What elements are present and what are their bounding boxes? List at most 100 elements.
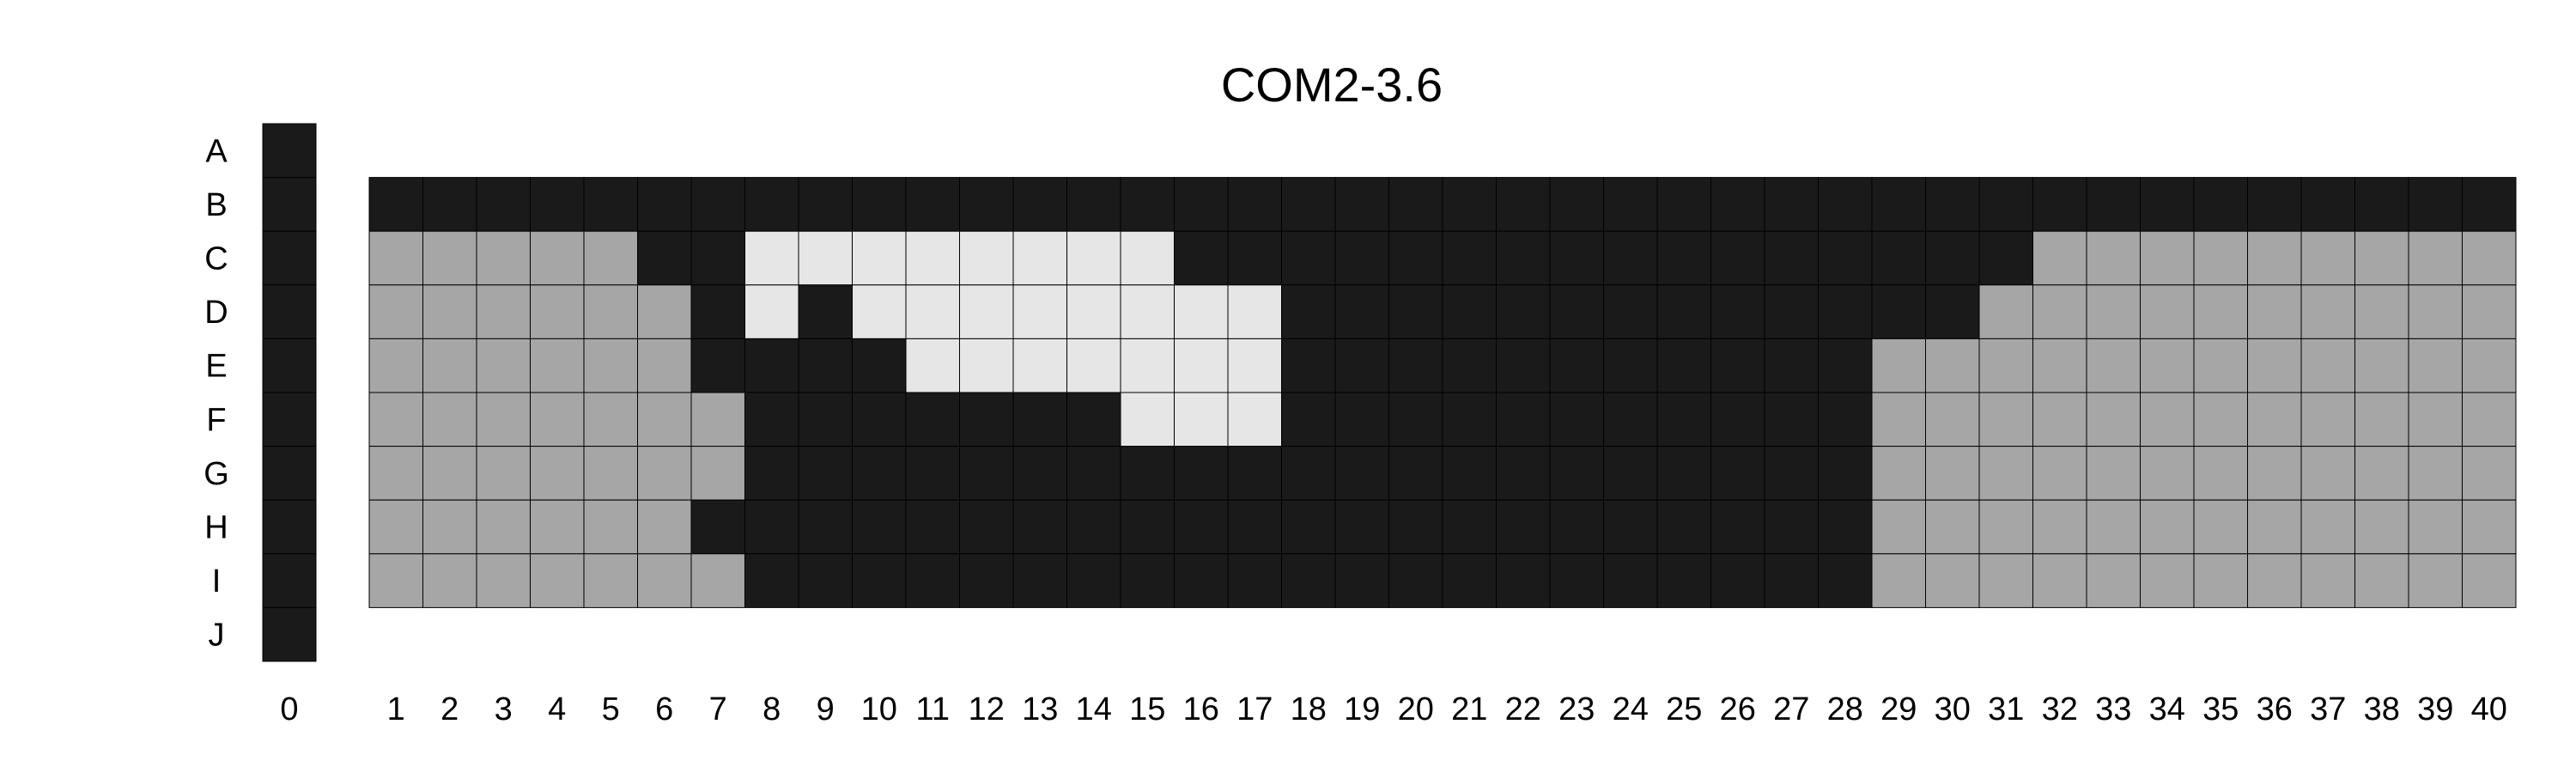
column-label-39: 39 (2417, 691, 2453, 727)
cell-I-4 (530, 553, 585, 608)
column-label-15: 15 (1129, 691, 1165, 727)
cell-C-1 (368, 230, 423, 286)
cell-E-8 (744, 338, 799, 393)
cell-E-25 (1656, 338, 1711, 393)
cell-G-4 (530, 446, 585, 501)
cell-E-5 (583, 338, 638, 393)
cell-I-6 (637, 553, 692, 608)
column-label-3: 3 (495, 691, 513, 727)
cell-D-39 (2408, 284, 2463, 339)
cell-I-34 (2140, 553, 2195, 608)
cell-D-6 (637, 284, 692, 339)
cell-C-6 (637, 230, 692, 286)
cell-E-23 (1549, 338, 1604, 393)
cell-G-37 (2300, 446, 2355, 501)
cell-C-28 (1818, 230, 1873, 286)
column-label-33: 33 (2095, 691, 2131, 727)
cell-D-25 (1656, 284, 1711, 339)
cell-C-3 (476, 230, 531, 286)
cell-B-31 (1978, 177, 2033, 232)
cell-G-14 (1066, 446, 1121, 501)
cell-G-39 (2408, 446, 2463, 501)
cell-H-8 (744, 499, 799, 555)
cell-E-38 (2354, 338, 2409, 393)
cell-H-1 (368, 499, 423, 555)
column-label-25: 25 (1666, 691, 1702, 727)
cell-D-36 (2247, 284, 2302, 339)
column-label-5: 5 (602, 691, 620, 727)
cell-B-29 (1871, 177, 1926, 232)
cell-G-2 (422, 446, 477, 501)
cell-I-29 (1871, 553, 1926, 608)
cell-G-23 (1549, 446, 1604, 501)
cell-F-27 (1764, 392, 1819, 447)
row-label-G: G (204, 456, 229, 492)
row-label-I: I (212, 563, 222, 600)
cell-D-9 (798, 284, 853, 339)
cell-D-37 (2300, 284, 2355, 339)
cell-C-32 (2032, 230, 2087, 286)
cell-G-0 (262, 446, 317, 501)
cell-I-14 (1066, 553, 1121, 608)
cell-C-9 (798, 230, 853, 286)
cell-D-24 (1603, 284, 1658, 339)
cell-H-12 (959, 499, 1014, 555)
cell-D-16 (1174, 284, 1229, 339)
row-label-H: H (204, 510, 228, 546)
cell-E-31 (1978, 338, 2033, 393)
column-label-21: 21 (1451, 691, 1487, 727)
column-label-30: 30 (1935, 691, 1971, 727)
cell-B-25 (1656, 177, 1711, 232)
cell-G-35 (2193, 446, 2248, 501)
cell-I-32 (2032, 553, 2087, 608)
cell-E-22 (1496, 338, 1551, 393)
cell-C-7 (690, 230, 745, 286)
cell-C-31 (1978, 230, 2033, 286)
cell-C-2 (422, 230, 477, 286)
cell-C-26 (1710, 230, 1765, 286)
cell-F-11 (905, 392, 960, 447)
cell-B-22 (1496, 177, 1551, 232)
column-label-18: 18 (1291, 691, 1327, 727)
cell-C-5 (583, 230, 638, 286)
cell-I-35 (2193, 553, 2248, 608)
cell-G-32 (2032, 446, 2087, 501)
cell-B-36 (2247, 177, 2302, 232)
cell-B-24 (1603, 177, 1658, 232)
cell-F-28 (1818, 392, 1873, 447)
row-label-J: J (209, 618, 225, 654)
cell-H-2 (422, 499, 477, 555)
cell-G-40 (2462, 446, 2517, 501)
cell-D-23 (1549, 284, 1604, 339)
column-label-28: 28 (1827, 691, 1863, 727)
cell-H-25 (1656, 499, 1711, 555)
cell-G-16 (1174, 446, 1229, 501)
cell-B-32 (2032, 177, 2087, 232)
cell-C-21 (1442, 230, 1497, 286)
cell-F-33 (2086, 392, 2141, 447)
cell-G-38 (2354, 446, 2409, 501)
cell-E-26 (1710, 338, 1765, 393)
cell-E-4 (530, 338, 585, 393)
cell-J-0 (262, 606, 317, 662)
cell-F-22 (1496, 392, 1551, 447)
cell-B-21 (1442, 177, 1497, 232)
cell-G-30 (1925, 446, 1980, 501)
cell-G-12 (959, 446, 1014, 501)
cell-B-8 (744, 177, 799, 232)
cell-G-31 (1978, 446, 2033, 501)
cell-I-17 (1227, 553, 1282, 608)
cell-D-28 (1818, 284, 1873, 339)
cell-H-33 (2086, 499, 2141, 555)
cell-F-20 (1388, 392, 1443, 447)
cell-D-31 (1978, 284, 2033, 339)
cell-F-37 (2300, 392, 2355, 447)
column-label-37: 37 (2310, 691, 2346, 727)
row-label-F: F (206, 402, 226, 438)
cell-B-27 (1764, 177, 1819, 232)
column-label-12: 12 (969, 691, 1005, 727)
column-label-8: 8 (762, 691, 781, 727)
cell-H-0 (262, 499, 317, 555)
cell-C-29 (1871, 230, 1926, 286)
cell-I-27 (1764, 553, 1819, 608)
